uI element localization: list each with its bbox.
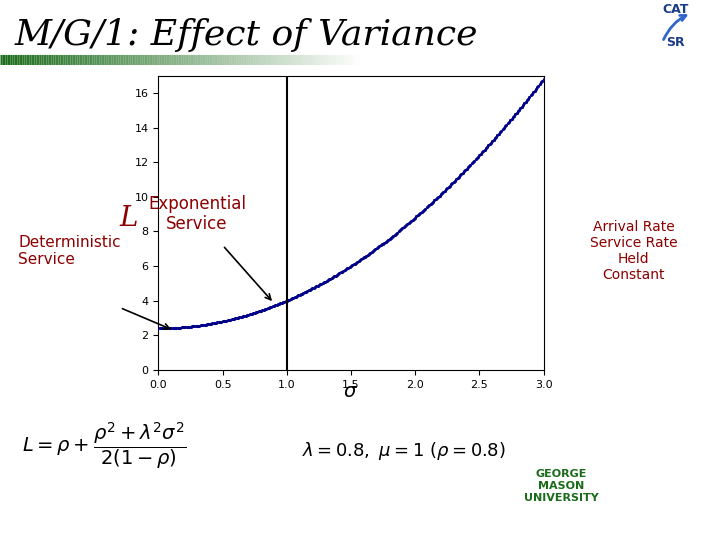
Text: Deterministic
Service: Deterministic Service bbox=[18, 235, 121, 267]
Text: CAT: CAT bbox=[662, 3, 688, 16]
Text: $\sigma$: $\sigma$ bbox=[343, 382, 358, 401]
Text: $\lambda = 0.8,\ \mu = 1\ (\rho = 0.8)$: $\lambda = 0.8,\ \mu = 1\ (\rho = 0.8)$ bbox=[302, 440, 506, 462]
Text: SR: SR bbox=[666, 36, 685, 49]
Text: Arrival Rate
Service Rate
Held
Constant: Arrival Rate Service Rate Held Constant bbox=[590, 220, 678, 282]
Text: L: L bbox=[119, 205, 138, 232]
Text: GEORGE
MASON
UNIVERSITY: GEORGE MASON UNIVERSITY bbox=[524, 469, 599, 503]
Text: M/G/1: Effect of Variance: M/G/1: Effect of Variance bbox=[14, 18, 478, 52]
Text: $L = \rho + \dfrac{\rho^2 + \lambda^2\sigma^2}{2(1-\rho)}$: $L = \rho + \dfrac{\rho^2 + \lambda^2\si… bbox=[22, 420, 186, 471]
Text: Exponential
Service: Exponential Service bbox=[148, 195, 246, 233]
